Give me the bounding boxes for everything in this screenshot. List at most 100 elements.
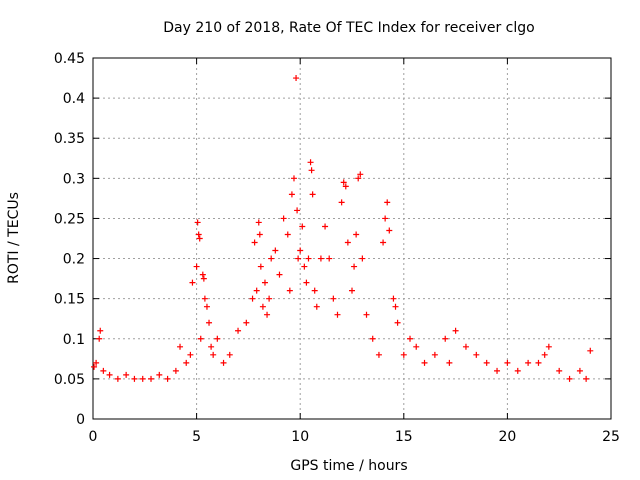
data-point: [421, 359, 428, 366]
data-point: [288, 191, 295, 198]
y-axis-title: ROTI / TECUs: [6, 192, 22, 284]
data-point: [249, 295, 256, 302]
data-point: [286, 287, 293, 294]
data-point: [261, 279, 268, 286]
data-point: [187, 351, 194, 358]
data-point: [322, 223, 329, 230]
data-point: [446, 359, 453, 366]
data-point: [587, 347, 594, 354]
data-point: [183, 359, 190, 366]
data-point: [305, 255, 312, 262]
data-point: [172, 367, 179, 374]
data-point: [353, 231, 360, 238]
data-point: [201, 295, 208, 302]
data-point: [556, 367, 563, 374]
y-tick-label: 0.05: [54, 372, 85, 388]
data-point: [193, 263, 200, 270]
data-point: [382, 215, 389, 222]
data-point: [299, 223, 306, 230]
data-point: [317, 255, 324, 262]
data-point: [214, 335, 221, 342]
data-point: [96, 335, 103, 342]
x-tick-label: 15: [395, 429, 413, 445]
data-point: [400, 351, 407, 358]
data-point: [256, 231, 263, 238]
data-point: [206, 319, 213, 326]
data-point: [494, 367, 501, 374]
data-point: [257, 263, 264, 270]
data-point: [114, 375, 121, 382]
data-point: [280, 215, 287, 222]
y-tick-label: 0.1: [63, 332, 85, 348]
data-point: [200, 275, 207, 282]
data-point: [131, 375, 138, 382]
y-tick-label: 0.45: [54, 51, 85, 67]
data-point: [264, 311, 271, 318]
data-point: [148, 375, 155, 382]
data-point: [313, 303, 320, 310]
data-point: [276, 271, 283, 278]
data-point: [293, 75, 300, 82]
data-point: [431, 351, 438, 358]
data-point: [307, 159, 314, 166]
data-point: [504, 359, 511, 366]
data-point: [384, 199, 391, 206]
data-point: [272, 247, 279, 254]
data-point: [576, 367, 583, 374]
data-point: [390, 295, 397, 302]
data-point: [541, 351, 548, 358]
data-point: [203, 303, 210, 310]
data-point: [359, 255, 366, 262]
y-tick-label: 0.2: [63, 252, 85, 268]
data-point: [199, 271, 206, 278]
data-point: [294, 207, 301, 214]
data-point: [375, 351, 382, 358]
data-point: [344, 239, 351, 246]
x-tick-labels: 0 5 10 15 20 25: [89, 429, 620, 445]
series-roti: [91, 75, 594, 382]
data-point: [583, 375, 590, 382]
x-tick-label: 0: [89, 429, 98, 445]
data-point: [340, 179, 347, 186]
data-point: [284, 231, 291, 238]
chart-title: Day 210 of 2018, Rate Of TEC Index for r…: [163, 20, 534, 36]
data-point: [413, 343, 420, 350]
y-tick-label: 0.15: [54, 292, 85, 308]
data-point: [220, 359, 227, 366]
x-tick-label: 20: [498, 429, 516, 445]
data-point: [566, 375, 573, 382]
data-point: [123, 371, 130, 378]
data-point: [177, 343, 184, 350]
data-point: [357, 171, 364, 178]
data-point: [355, 175, 362, 182]
data-point: [363, 311, 370, 318]
data-point: [91, 363, 98, 370]
y-tick-label: 0.3: [63, 171, 85, 187]
data-point: [330, 295, 337, 302]
data-point: [290, 175, 297, 182]
data-point: [311, 287, 318, 294]
data-point: [210, 351, 217, 358]
data-point: [407, 335, 414, 342]
data-point: [97, 327, 104, 334]
data-point: [194, 219, 201, 226]
data-point: [266, 295, 273, 302]
y-tick-label: 0.35: [54, 131, 85, 147]
data-point: [139, 375, 146, 382]
data-point: [93, 359, 100, 366]
data-point: [301, 263, 308, 270]
data-point: [251, 239, 258, 246]
x-tick-label: 25: [602, 429, 620, 445]
y-tick-label: 0.25: [54, 211, 85, 227]
data-point: [473, 351, 480, 358]
data-point: [514, 367, 521, 374]
data-point: [106, 371, 113, 378]
data-point: [295, 255, 302, 262]
data-point: [338, 199, 345, 206]
data-point: [380, 239, 387, 246]
data-point: [297, 247, 304, 254]
data-point: [243, 319, 250, 326]
data-point: [342, 183, 349, 190]
data-point: [208, 343, 215, 350]
